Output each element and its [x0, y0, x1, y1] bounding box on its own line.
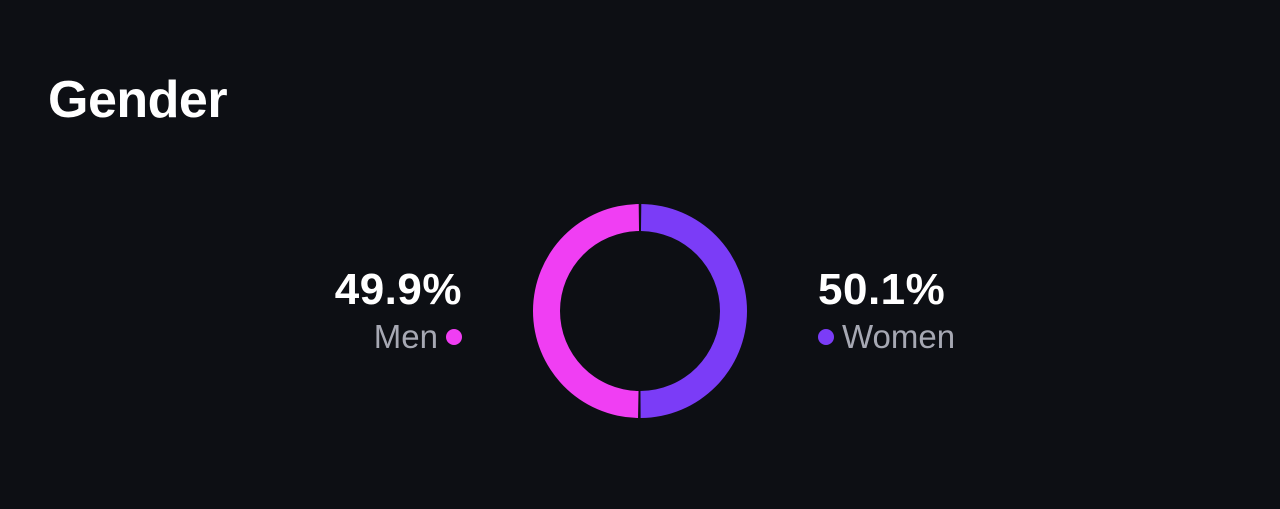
donut-chart — [532, 204, 747, 418]
donut-slice-men — [532, 204, 640, 418]
legend-label-women: Women — [842, 318, 956, 356]
legend-dot-women — [818, 328, 834, 345]
stat-women: 50.1% Women — [818, 265, 955, 353]
stat-men: 49.9% Men — [334, 265, 462, 353]
legend-dot-men — [446, 328, 462, 345]
donut-slice-women — [640, 204, 747, 418]
legend-label-men: Men — [373, 318, 438, 356]
legend-item-women: Women — [818, 320, 955, 353]
card-title: Gender — [48, 71, 228, 129]
stat-value-men: 49.9% — [334, 265, 462, 314]
legend-item-men: Men — [335, 320, 462, 353]
stat-value-women: 50.1% — [818, 265, 946, 314]
